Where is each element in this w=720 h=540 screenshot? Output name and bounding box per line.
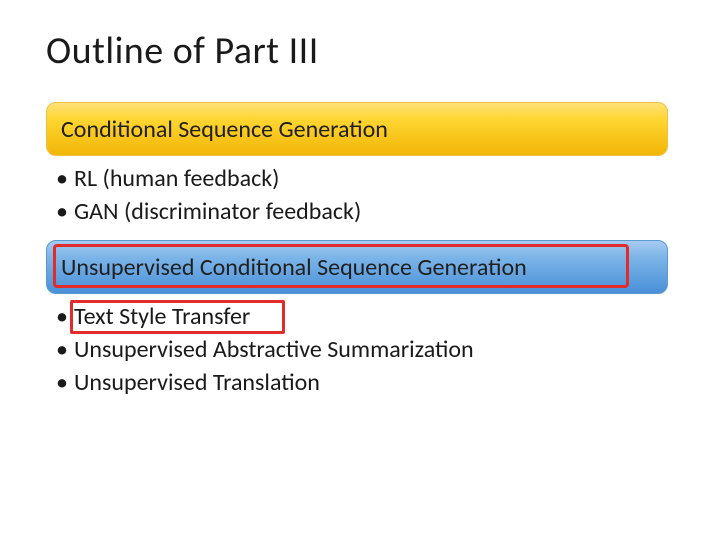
bullet-list-2: Text Style Transfer Unsupervised Abstrac…: [46, 302, 674, 397]
list-item: RL (human feedback): [74, 164, 674, 193]
bullet-text: GAN (discriminator feedback): [74, 197, 361, 226]
section-header-text: Conditional Sequence Generation: [61, 115, 388, 144]
bullet-text: Unsupervised Abstractive Summarization: [74, 335, 474, 364]
slide-container: Outline of Part III Conditional Sequence…: [0, 0, 720, 540]
section-header-unsupervised: Unsupervised Conditional Sequence Genera…: [46, 240, 668, 294]
section-header-conditional: Conditional Sequence Generation: [46, 102, 668, 156]
bullet-text: RL (human feedback): [74, 164, 279, 193]
bullet-list-1: RL (human feedback) GAN (discriminator f…: [46, 164, 674, 226]
bullet-text: Unsupervised Translation: [74, 368, 320, 397]
list-item: GAN (discriminator feedback): [74, 197, 674, 226]
bullet-text: Text Style Transfer: [74, 302, 250, 331]
list-item: Unsupervised Translation: [74, 368, 674, 397]
page-title: Outline of Part III: [46, 28, 674, 74]
section-header-text: Unsupervised Conditional Sequence Genera…: [61, 253, 527, 282]
list-item: Text Style Transfer: [74, 302, 674, 331]
list-item: Unsupervised Abstractive Summarization: [74, 335, 674, 364]
